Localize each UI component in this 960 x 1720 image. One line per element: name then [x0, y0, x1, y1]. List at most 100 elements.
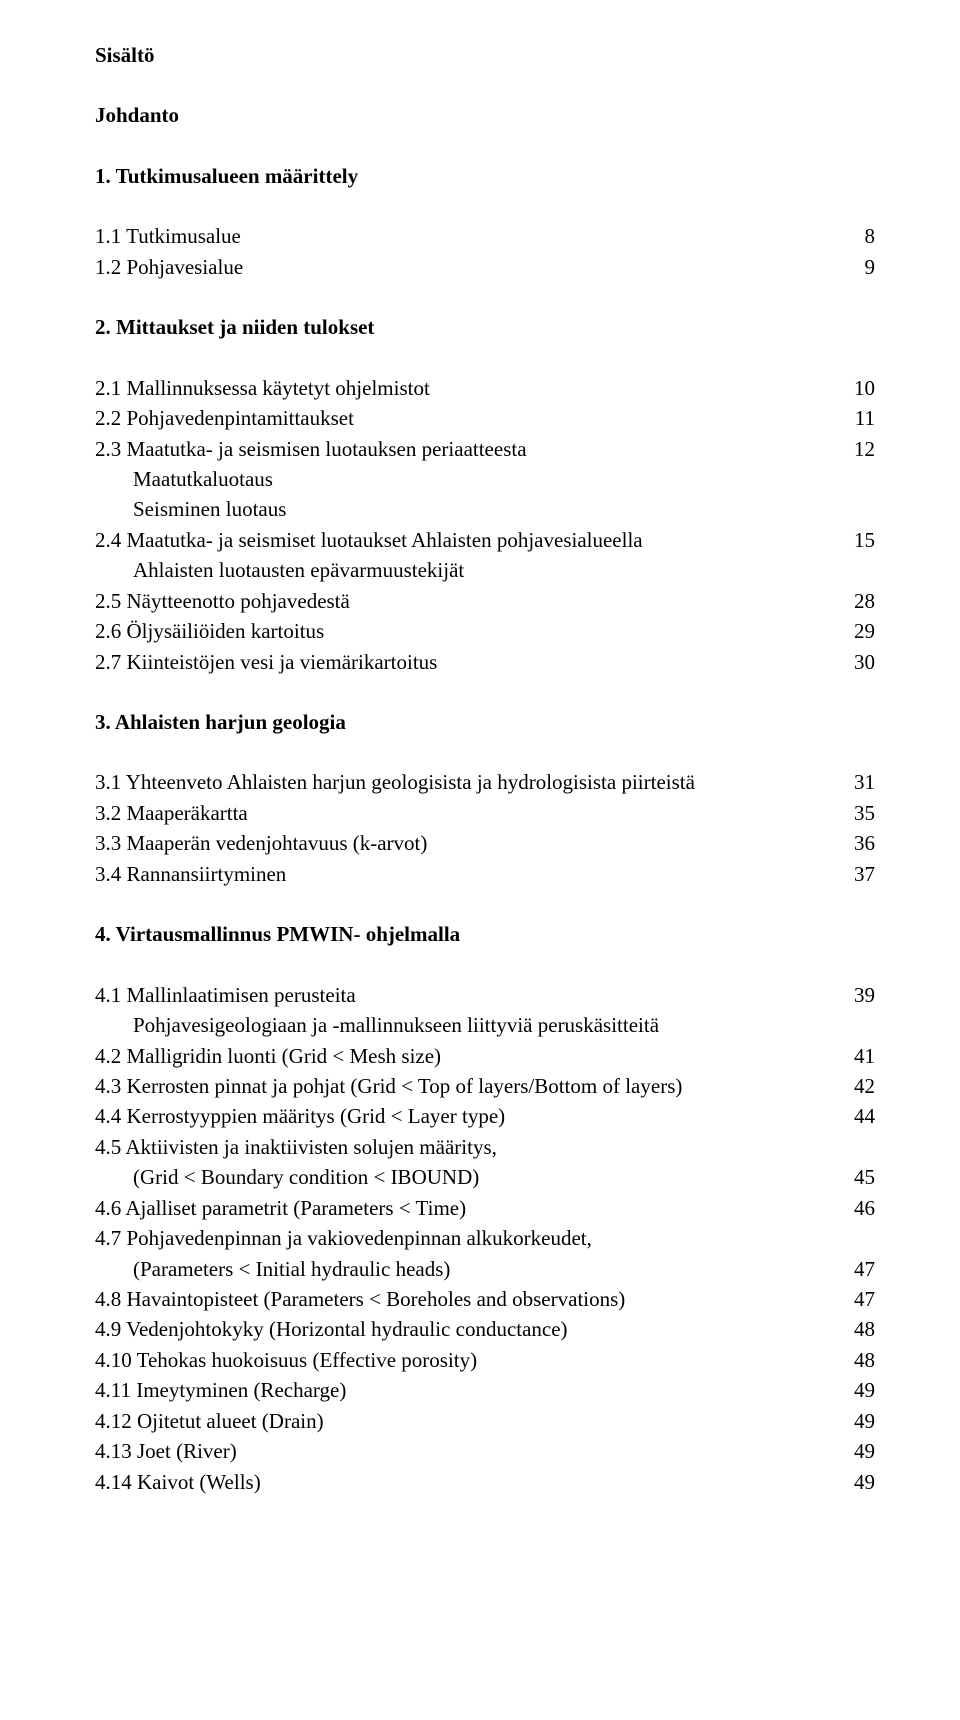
toc-entry: Seisminen luotaus: [95, 494, 875, 524]
toc-entry: 2.1 Mallinnuksessa käytetyt ohjelmistot1…: [95, 373, 875, 403]
toc-entry-page: 11: [835, 403, 875, 433]
toc-entry-label: 4.11 Imeytyminen (Recharge): [95, 1375, 834, 1405]
toc-entry-label: 2.7 Kiinteistöjen vesi ja viemärikartoit…: [95, 647, 834, 677]
toc-entry-label: 2.3 Maatutka- ja seismisen luotauksen pe…: [95, 434, 834, 464]
toc-entry-label: 2.5 Näytteenotto pohjavedestä: [95, 586, 834, 616]
toc-entry: 4.6 Ajalliset parametrit (Parameters < T…: [95, 1193, 875, 1223]
toc-entry: 4.5 Aktiivisten ja inaktiivisten solujen…: [95, 1132, 875, 1162]
toc-entry-label: 2.2 Pohjavedenpintamittaukset: [95, 403, 835, 433]
toc-entry-page: 42: [834, 1071, 875, 1101]
toc-entry-page: 41: [834, 1041, 875, 1071]
toc-entry-page: 36: [834, 828, 875, 858]
toc-entry-page: 28: [834, 586, 875, 616]
toc-entry: 4.2 Malligridin luonti (Grid < Mesh size…: [95, 1041, 875, 1071]
toc-entry: 4.9 Vedenjohtokyky (Horizontal hydraulic…: [95, 1314, 875, 1344]
toc-entry: 4.7 Pohjavedenpinnan ja vakiovedenpinnan…: [95, 1223, 875, 1253]
section-heading: 1. Tutkimusalueen määrittely: [95, 161, 875, 191]
toc-entry: Pohjavesigeologiaan ja -mallinnukseen li…: [95, 1010, 875, 1040]
toc-entry-page: 35: [834, 798, 875, 828]
toc-entry-label: 4.3 Kerrosten pinnat ja pohjat (Grid < T…: [95, 1071, 834, 1101]
toc-entry-page: 49: [834, 1375, 875, 1405]
toc-entry: 4.1 Mallinlaatimisen perusteita39: [95, 980, 875, 1010]
toc-entry-page: 44: [834, 1101, 875, 1131]
toc-entry: 1.2 Pohjavesialue9: [95, 252, 875, 282]
toc-entry-label: 4.2 Malligridin luonti (Grid < Mesh size…: [95, 1041, 834, 1071]
toc-entry-label: 2.1 Mallinnuksessa käytetyt ohjelmistot: [95, 373, 834, 403]
toc-entry-label: 4.7 Pohjavedenpinnan ja vakiovedenpinnan…: [95, 1223, 875, 1253]
toc-entry-label: 4.10 Tehokas huokoisuus (Effective poros…: [95, 1345, 834, 1375]
toc-entry: 2.5 Näytteenotto pohjavedestä28: [95, 586, 875, 616]
toc-entry: 4.4 Kerrostyyppien määritys (Grid < Laye…: [95, 1101, 875, 1131]
toc-entry-label: Maatutkaluotaus: [95, 464, 875, 494]
toc-entry-page: 49: [834, 1406, 875, 1436]
toc-entry-page: 8: [845, 221, 876, 251]
toc-entry: 4.12 Ojitetut alueet (Drain)49: [95, 1406, 875, 1436]
toc-entry-page: 48: [834, 1345, 875, 1375]
toc-entry-label: 2.4 Maatutka- ja seismiset luotaukset Ah…: [95, 525, 834, 555]
toc-entry-page: 31: [834, 767, 875, 797]
toc-entry: Ahlaisten luotausten epävarmuustekijät: [95, 555, 875, 585]
toc-entry-page: 47: [834, 1284, 875, 1314]
toc-entry-label: Pohjavesigeologiaan ja -mallinnukseen li…: [95, 1010, 875, 1040]
toc-entry-label: 4.8 Havaintopisteet (Parameters < Boreho…: [95, 1284, 834, 1314]
toc-entry-label: 4.6 Ajalliset parametrit (Parameters < T…: [95, 1193, 834, 1223]
toc-entry-label: 4.9 Vedenjohtokyky (Horizontal hydraulic…: [95, 1314, 834, 1344]
toc-entry-label: 3.4 Rannansiirtyminen: [95, 859, 834, 889]
toc-entry-page: 47: [834, 1254, 875, 1284]
toc-entry: 2.3 Maatutka- ja seismisen luotauksen pe…: [95, 434, 875, 464]
toc-entry-page: 30: [834, 647, 875, 677]
toc-entry-page: 39: [834, 980, 875, 1010]
toc-block: 3.1 Yhteenveto Ahlaisten harjun geologis…: [95, 767, 875, 889]
toc-entry-label: (Parameters < Initial hydraulic heads): [95, 1254, 834, 1284]
toc-entry: 3.3 Maaperän vedenjohtavuus (k-arvot)36: [95, 828, 875, 858]
toc-entry: 4.10 Tehokas huokoisuus (Effective poros…: [95, 1345, 875, 1375]
toc-entry: 4.13 Joet (River)49: [95, 1436, 875, 1466]
toc-entry: 3.1 Yhteenveto Ahlaisten harjun geologis…: [95, 767, 875, 797]
toc-entry-label: 4.12 Ojitetut alueet (Drain): [95, 1406, 834, 1436]
section-heading: 4. Virtausmallinnus PMWIN- ohjelmalla: [95, 919, 875, 949]
toc-entry: 2.6 Öljysäiliöiden kartoitus29: [95, 616, 875, 646]
toc-entry-page: 45: [834, 1162, 875, 1192]
toc-entry-page: 49: [834, 1467, 875, 1497]
toc-entry: Maatutkaluotaus: [95, 464, 875, 494]
toc-entry-page: 9: [845, 252, 876, 282]
toc-entry: 3.2 Maaperäkartta35: [95, 798, 875, 828]
toc-entry-page: 49: [834, 1436, 875, 1466]
toc-entry-label: Ahlaisten luotausten epävarmuustekijät: [95, 555, 875, 585]
toc-entry-page: 15: [834, 525, 875, 555]
toc-entry-page: 12: [834, 434, 875, 464]
intro-heading: Johdanto: [95, 100, 875, 130]
toc-entry: 2.2 Pohjavedenpintamittaukset11: [95, 403, 875, 433]
toc-block: 4.1 Mallinlaatimisen perusteita39Pohjave…: [95, 980, 875, 1497]
toc-block: 1.1 Tutkimusalue81.2 Pohjavesialue9: [95, 221, 875, 282]
toc-entry: 2.4 Maatutka- ja seismiset luotaukset Ah…: [95, 525, 875, 555]
toc-entry-label: 1.1 Tutkimusalue: [95, 221, 845, 251]
toc-entry-label: 3.3 Maaperän vedenjohtavuus (k-arvot): [95, 828, 834, 858]
toc-entry-page: 46: [834, 1193, 875, 1223]
toc-entry-page: 10: [834, 373, 875, 403]
toc-entry-label: 4.1 Mallinlaatimisen perusteita: [95, 980, 834, 1010]
toc-entry-page: 48: [834, 1314, 875, 1344]
toc-entry: 4.14 Kaivot (Wells)49: [95, 1467, 875, 1497]
toc-entry: 4.11 Imeytyminen (Recharge)49: [95, 1375, 875, 1405]
toc-entry: 4.3 Kerrosten pinnat ja pohjat (Grid < T…: [95, 1071, 875, 1101]
toc-entry-label: 3.1 Yhteenveto Ahlaisten harjun geologis…: [95, 767, 834, 797]
toc-entry: 4.8 Havaintopisteet (Parameters < Boreho…: [95, 1284, 875, 1314]
toc-entry: 2.7 Kiinteistöjen vesi ja viemärikartoit…: [95, 647, 875, 677]
toc-entry: 1.1 Tutkimusalue8: [95, 221, 875, 251]
toc-entry: (Parameters < Initial hydraulic heads)47: [95, 1254, 875, 1284]
section-heading: 3. Ahlaisten harjun geologia: [95, 707, 875, 737]
toc-entry-label: 3.2 Maaperäkartta: [95, 798, 834, 828]
toc-entry-label: 4.14 Kaivot (Wells): [95, 1467, 834, 1497]
toc-block: 2.1 Mallinnuksessa käytetyt ohjelmistot1…: [95, 373, 875, 677]
toc-entry-label: 2.6 Öljysäiliöiden kartoitus: [95, 616, 834, 646]
toc-entry-label: 4.4 Kerrostyyppien määritys (Grid < Laye…: [95, 1101, 834, 1131]
toc-entry: (Grid < Boundary condition < IBOUND)45: [95, 1162, 875, 1192]
page-title: Sisältö: [95, 40, 875, 70]
toc-entry-label: (Grid < Boundary condition < IBOUND): [95, 1162, 834, 1192]
toc-entry-label: 4.5 Aktiivisten ja inaktiivisten solujen…: [95, 1132, 875, 1162]
toc-entry-page: 37: [834, 859, 875, 889]
toc-entry-label: 4.13 Joet (River): [95, 1436, 834, 1466]
toc-entry-label: 1.2 Pohjavesialue: [95, 252, 845, 282]
toc-entry-label: Seisminen luotaus: [95, 494, 875, 524]
